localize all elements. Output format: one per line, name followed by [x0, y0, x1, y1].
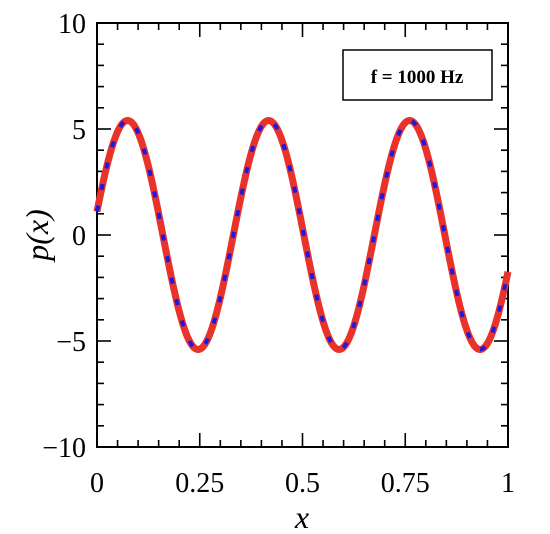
y-tick-label: −5 — [56, 327, 86, 358]
x-axis-title: x — [294, 499, 309, 534]
y-axis-title: p(x) — [19, 209, 55, 263]
x-tick-label: 0.25 — [175, 468, 224, 499]
y-tick-label: −10 — [42, 433, 86, 464]
x-tick-label: 1 — [501, 468, 515, 499]
series-line-dashed — [95, 118, 510, 352]
annotation-text: f = 1000 Hz — [371, 67, 464, 88]
y-tick-labels: −10 −5 0 5 10 — [42, 9, 86, 464]
x-tick-label: 0.5 — [285, 468, 320, 499]
annotation-box: f = 1000 Hz — [342, 49, 493, 101]
axis-ticks — [96, 22, 509, 448]
y-tick-label: 10 — [58, 9, 86, 40]
x-tick-label: 0 — [90, 468, 104, 499]
series-group — [93, 117, 512, 353]
x-tick-labels: 0 0.25 0.5 0.75 1 — [90, 468, 515, 499]
y-tick-label: 0 — [72, 221, 86, 252]
x-tick-label: 0.75 — [381, 468, 430, 499]
annotation-frame — [342, 49, 493, 101]
y-tick-label: 5 — [72, 115, 86, 146]
